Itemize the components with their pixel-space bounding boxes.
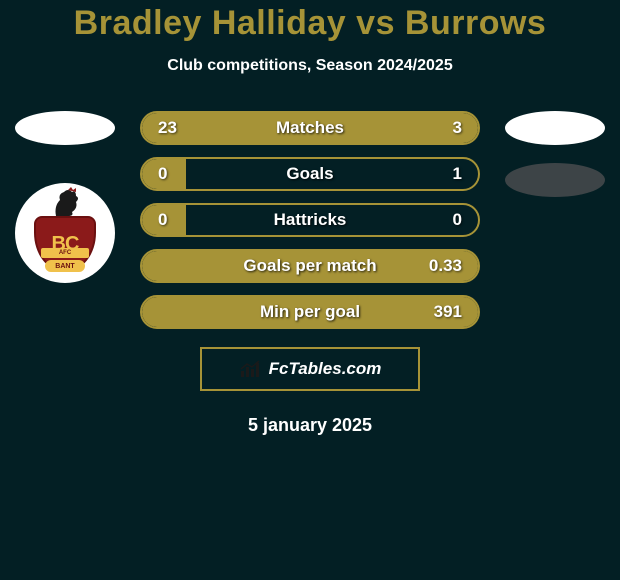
branding-box[interactable]: FcTables.com [200, 347, 420, 391]
branding-text: FcTables.com [269, 359, 382, 379]
player-photo-left [15, 111, 115, 145]
comparison-card: Bradley Halliday vs Burrows Club competi… [0, 0, 620, 436]
badge-inner: BC AFC BANT [27, 188, 103, 278]
stat-label: Hattricks [142, 210, 478, 230]
subtitle: Club competitions, Season 2024/2025 [0, 57, 620, 75]
rooster-icon [46, 186, 84, 220]
stat-bar: 0Hattricks0 [140, 203, 480, 237]
stat-value-right: 0.33 [429, 256, 462, 276]
badge-afc: AFC [41, 248, 89, 258]
stat-value-right: 0 [453, 210, 462, 230]
stat-bar: Goals per match0.33 [140, 249, 480, 283]
stat-label: Matches [142, 118, 478, 138]
club-badge-right [505, 163, 605, 197]
main-row: BC AFC BANT 23Matches30Goals10Hattricks0… [0, 111, 620, 329]
left-player-col: BC AFC BANT [10, 111, 120, 283]
stat-label: Min per goal [142, 302, 478, 322]
badge-bant: BANT [45, 260, 85, 272]
date-label: 5 january 2025 [0, 415, 620, 436]
chart-icon [239, 359, 263, 379]
stat-label: Goals per match [142, 256, 478, 276]
stat-bar: 0Goals1 [140, 157, 480, 191]
stat-label: Goals [142, 164, 478, 184]
stat-bars: 23Matches30Goals10Hattricks0Goals per ma… [120, 111, 500, 329]
club-badge-left: BC AFC BANT [15, 183, 115, 283]
stat-bar: 23Matches3 [140, 111, 480, 145]
stat-bar: Min per goal391 [140, 295, 480, 329]
stat-value-right: 1 [453, 164, 462, 184]
player-photo-right [505, 111, 605, 145]
right-player-col [500, 111, 610, 197]
stat-value-right: 391 [434, 302, 462, 322]
stat-value-right: 3 [453, 118, 462, 138]
page-title: Bradley Halliday vs Burrows [0, 4, 620, 43]
